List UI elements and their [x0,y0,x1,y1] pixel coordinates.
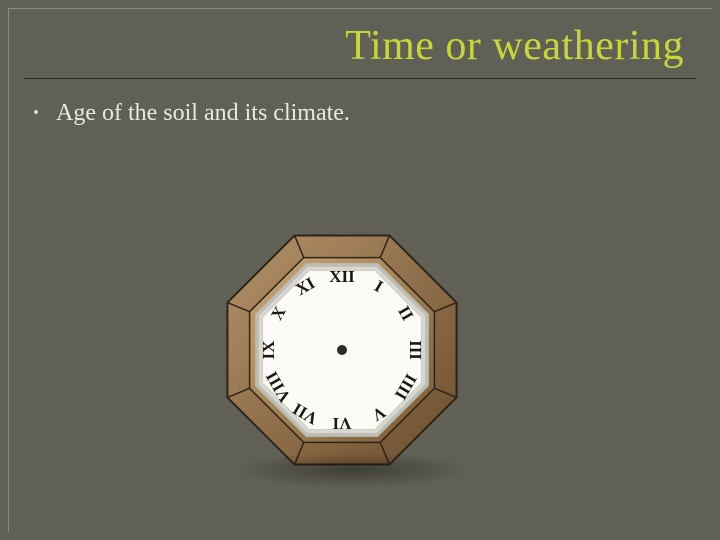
clock-shadow [232,452,472,488]
bullet-dot-icon [34,110,38,114]
svg-text:III: III [406,340,425,360]
clock-graphic: XIIIIIIIIIIIIVVIVIIVIIIIXXXI [212,220,472,480]
clock-icon: XIIIIIIIIIIIIVVIVIIVIIIIXXXI [212,220,472,480]
bullet-text: Age of the soil and its climate. [56,100,350,127]
slide-title: Time or weathering [345,22,684,70]
title-underline [24,78,696,79]
svg-text:VI: VI [332,414,351,433]
svg-text:XII: XII [329,267,355,286]
bullet-row: Age of the soil and its climate. [34,100,350,127]
svg-text:IX: IX [259,340,278,360]
